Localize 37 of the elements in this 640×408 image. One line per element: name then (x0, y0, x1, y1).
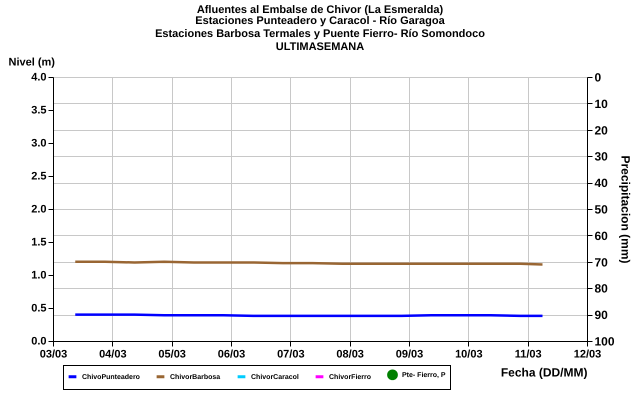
y-tick-label: 3.5 (31, 104, 46, 116)
text: ULTIMASEMANA (276, 41, 364, 53)
y2-tick-label: 90 (594, 308, 608, 322)
y2-tick-label: 50 (594, 202, 608, 216)
y2-tick-label: 30 (594, 150, 608, 164)
y2-tick-label: 40 (594, 176, 608, 190)
text: Estaciones Punteadero y Caracol - Río Garagoa (195, 15, 445, 27)
y-axis-title: Nivel (m) (8, 56, 56, 68)
y2-tick-label: 80 (594, 282, 608, 296)
y-tick-label: 0.0 (31, 336, 46, 348)
y-tick-label: 0.5 (31, 302, 46, 314)
y2-tick-label: 60 (594, 228, 608, 243)
x-tick-label: 06/03 (218, 348, 246, 360)
y-tick-label: 1.0 (31, 270, 46, 282)
y2-tick-label: 20 (594, 123, 608, 138)
y-tick-label: 4.0 (31, 72, 46, 84)
x-tick-label: 11/03 (514, 348, 542, 360)
y-tick-label: 2.0 (31, 204, 46, 216)
x-tick-label: 05/03 (158, 348, 186, 360)
y2-tick-label: 10 (594, 96, 608, 111)
y2-tick-label: 0 (594, 70, 602, 84)
y2-tick-label: 70 (594, 255, 608, 270)
x-tick-label: 12/03 (574, 348, 602, 360)
x-tick-label: 04/03 (99, 348, 127, 360)
text: Estaciones Barbosa Termales y Puente Fierro- Río Somondoco (155, 28, 485, 40)
x-tick-label: 07/03 (277, 348, 305, 360)
y2-tick-label: 100 (594, 334, 615, 348)
y-tick-label: 3.0 (31, 138, 46, 150)
x-tick-label: 03/03 (40, 348, 68, 360)
x-tick-label: 08/03 (336, 348, 364, 360)
x-tick-label: 09/03 (396, 348, 424, 360)
chart-title: Afluentes al Embalse de Chivor (La Esmeralda) (196, 4, 444, 16)
y-tick-label: 2.5 (31, 170, 46, 182)
x-tick-label: 10/03 (455, 348, 483, 360)
x-axis-title: Fecha (DD/MM) (500, 366, 588, 380)
y-tick-label: 1.5 (31, 236, 46, 248)
y2-axis-title: Precipitacion (mm) (618, 155, 633, 264)
